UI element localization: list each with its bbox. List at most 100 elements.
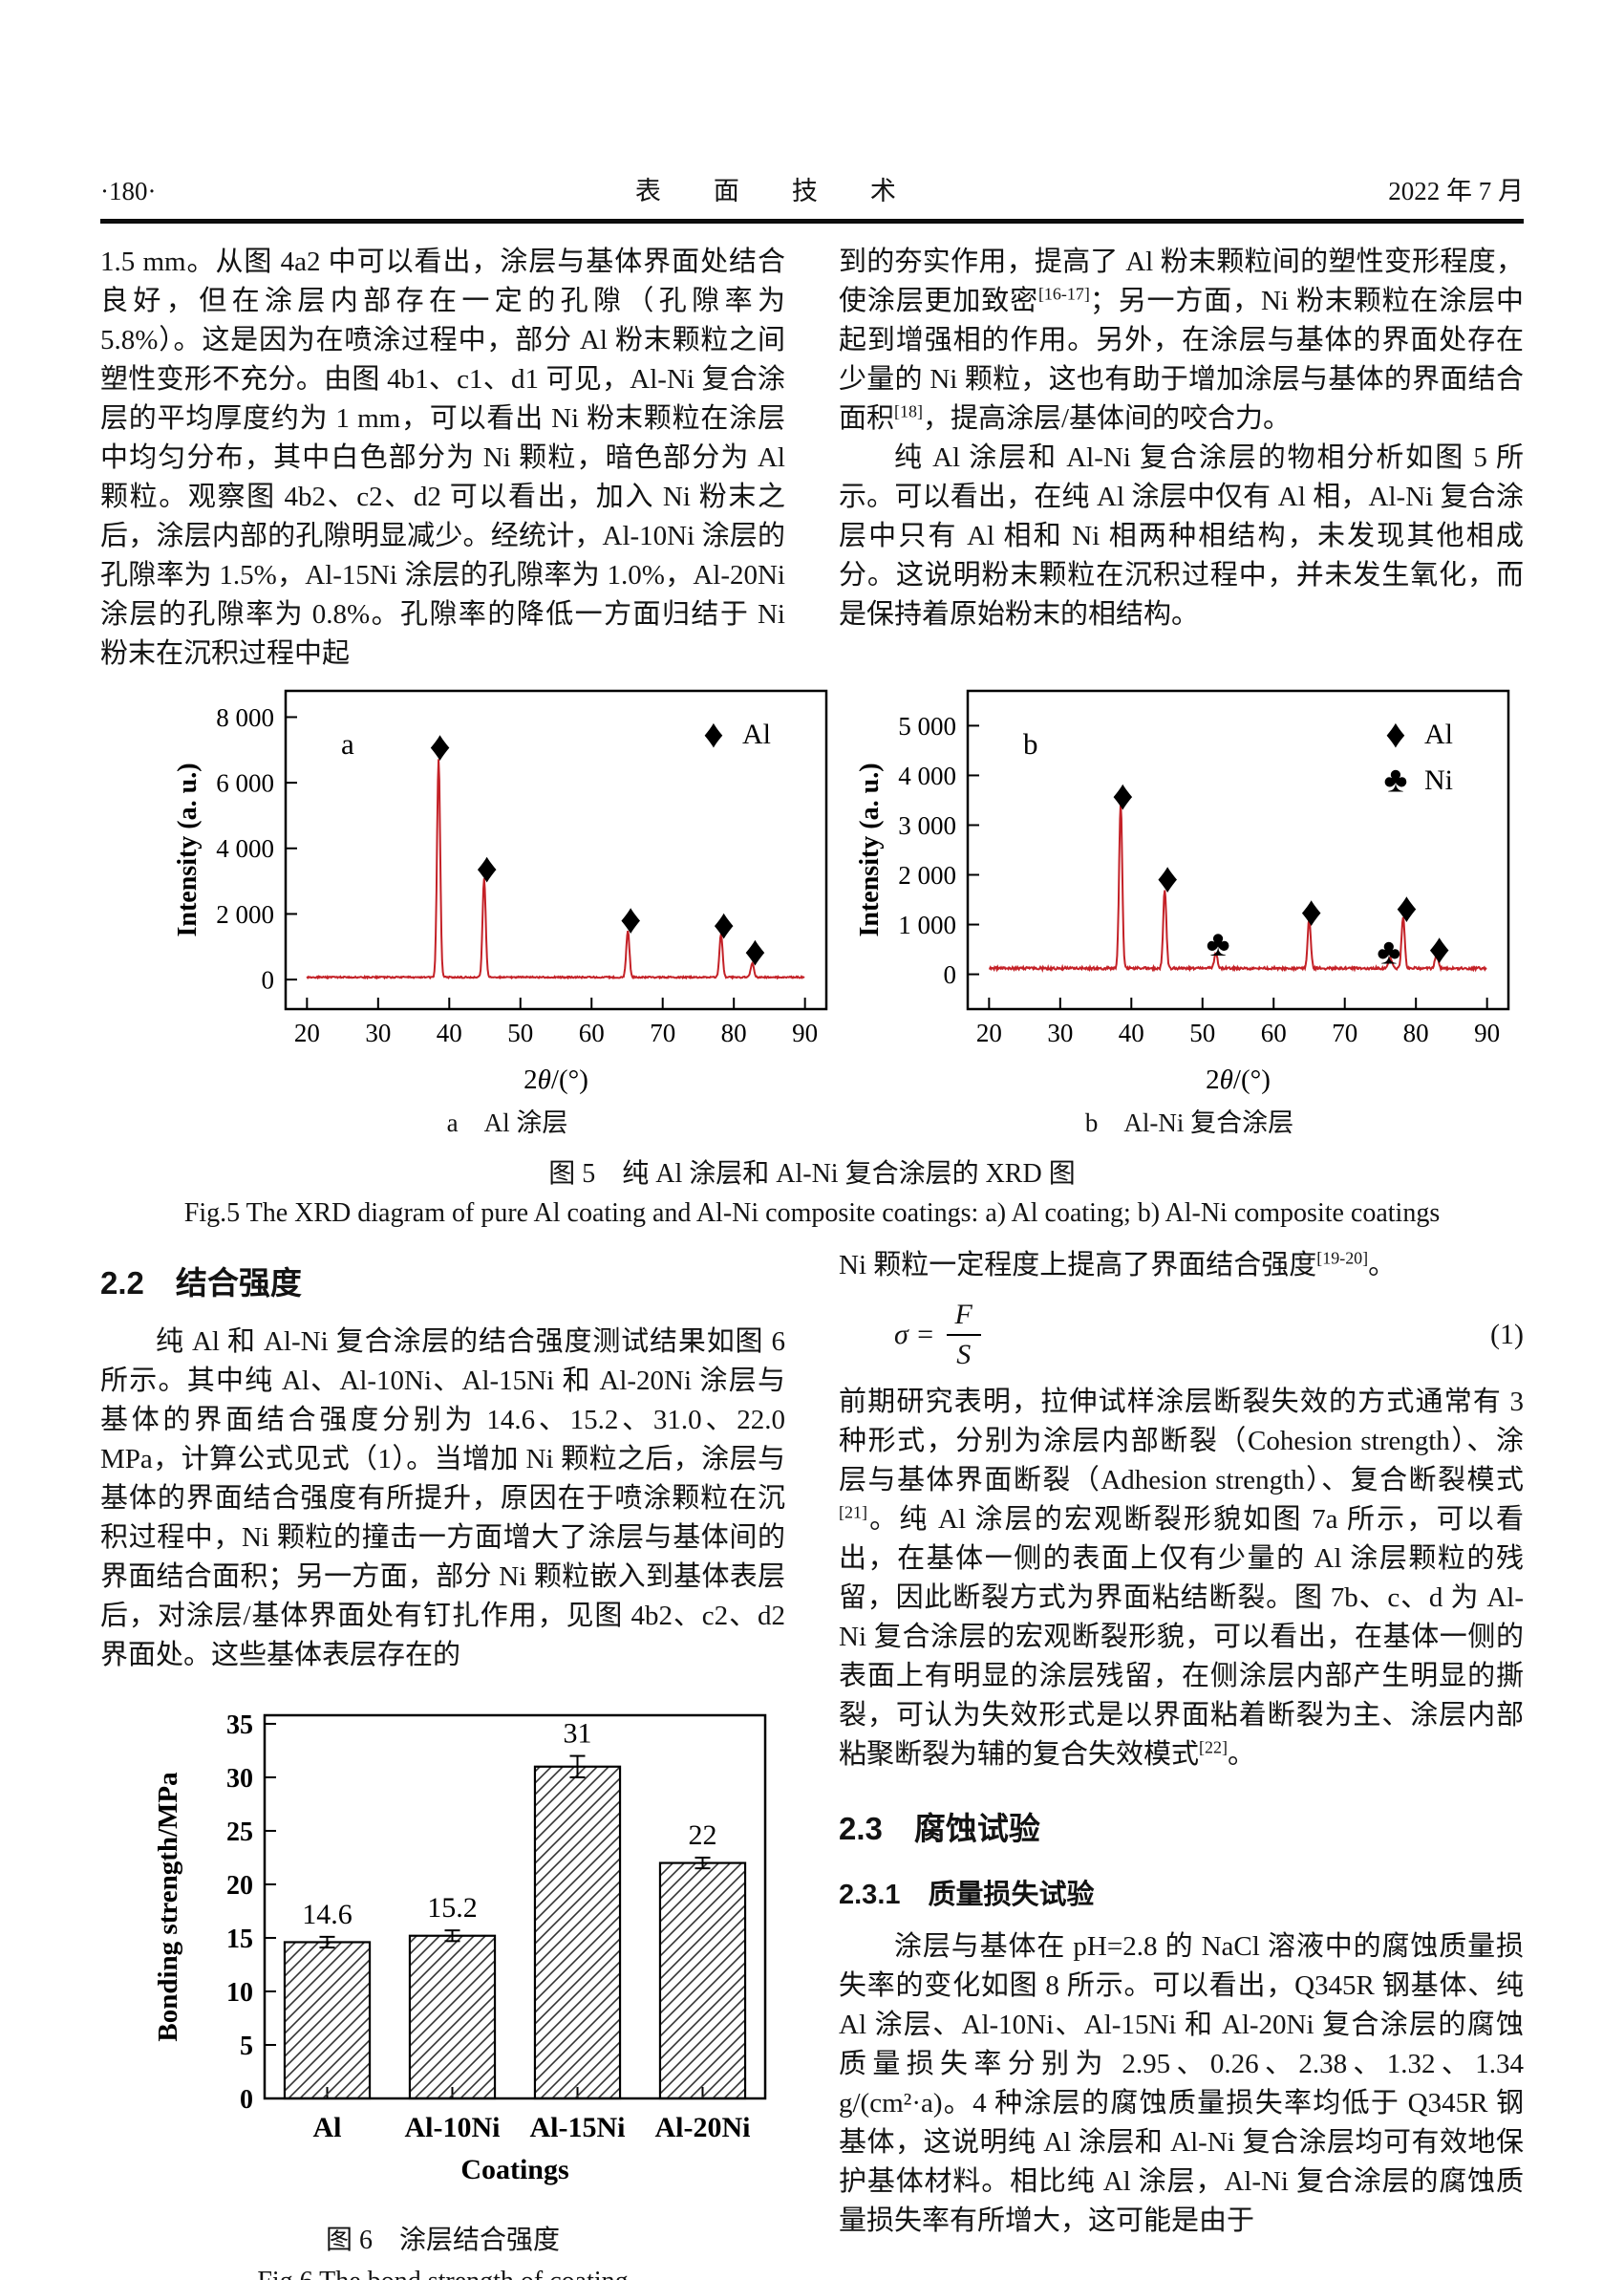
svg-text:3 000: 3 000 — [898, 811, 956, 840]
svg-text:8 000: 8 000 — [216, 703, 274, 732]
svg-text:Al: Al — [313, 2112, 342, 2143]
xrd-chart-a: 0 2 000 4 000 6 000 8 000 20 30 40 50 60 70 80 90 Int… — [173, 689, 828, 1095]
equation-number: (1) — [1490, 1319, 1524, 1350]
svg-text:4 000: 4 000 — [216, 834, 274, 863]
svg-text:Ni: Ni — [1424, 764, 1453, 796]
paragraph-bond-strength: 纯 Al 和 Al-Ni 复合涂层的结合强度测试结果如图 6 所示。其中纯 Al… — [100, 1326, 785, 1670]
left-column-top: 1.5 mm。从图 4a2 中可以看出，涂层与基体界面处结合良好，但在涂层内部存… — [100, 243, 785, 674]
svg-text:♦: ♦ — [1300, 888, 1321, 935]
svg-text:♦: ♦ — [477, 845, 498, 892]
svg-text:Al-15Ni: Al-15Ni — [530, 2112, 626, 2143]
left-column-bottom: 2.2 结合强度 纯 Al 和 Al-Ni 复合涂层的结合强度测试结果如图 6 … — [100, 1246, 785, 2280]
svg-text:70: 70 — [650, 1019, 675, 1047]
svg-text:6 000: 6 000 — [216, 769, 274, 798]
bond-strength-bar-chart: 0 5 10 15 20 25 30 35 14.6 Al 15.2 Al-10Ni 31 Al-15Ni… — [153, 1710, 767, 2185]
section-2-3-heading: 2.3 腐蚀试验 — [839, 1811, 1040, 1846]
svg-text:20: 20 — [294, 1019, 320, 1047]
svg-text:Al-10Ni: Al-10Ni — [405, 2112, 501, 2143]
svg-text:♦: ♦ — [714, 901, 735, 948]
header-rule — [100, 219, 1524, 224]
svg-text:15: 15 — [226, 1925, 253, 1954]
svg-text:25: 25 — [226, 1818, 253, 1847]
svg-text:50: 50 — [507, 1019, 533, 1047]
xrd-chart-b: 0 1 000 2 000 3 000 4 000 5 000 20 30 40 50 60 70 80… — [855, 689, 1510, 1095]
section-2-3-1-heading: 2.3.1 质量损失试验 — [839, 1880, 1095, 1910]
figure6-caption-en: Fig.6 The bond strength of coating — [100, 2267, 785, 2280]
svg-text:♦: ♦ — [703, 713, 723, 757]
figure5-caption-en: Fig.5 The XRD diagram of pure Al coating… — [183, 1198, 1441, 1228]
svg-text:80: 80 — [1403, 1019, 1429, 1047]
paragraph-ni-strength: Ni 颗粒一定程度上提高了界面结合强度[19-20]。 — [839, 1248, 1397, 1280]
right-column-bottom: Ni 颗粒一定程度上提高了界面结合强度[19-20]。 σ = F S (1) … — [839, 1246, 1524, 2280]
svg-text:35: 35 — [226, 1710, 253, 1740]
top-columns: 1.5 mm。从图 4a2 中可以看出，涂层与基体界面处结合良好，但在涂层内部存… — [100, 243, 1524, 674]
svg-text:♦: ♦ — [1157, 854, 1178, 901]
svg-text:60: 60 — [579, 1019, 605, 1047]
svg-text:Intensity (a. u.): Intensity (a. u.) — [173, 763, 203, 936]
svg-text:b: b — [1023, 727, 1038, 761]
svg-text:2 000: 2 000 — [216, 900, 274, 929]
svg-text:2 000: 2 000 — [898, 861, 956, 890]
svg-text:1 000: 1 000 — [898, 911, 956, 939]
paragraph-porosity: 1.5 mm。从图 4a2 中可以看出，涂层与基体界面处结合良好，但在涂层内部存… — [100, 247, 785, 669]
svg-text:♦: ♦ — [1429, 925, 1450, 972]
page-header: ·180· 表 面 技 术 2022 年 7 月 — [100, 170, 1524, 207]
xrd-chart-a-wrap: 0 2 000 4 000 6 000 8 000 20 30 40 50 60 70 80 90 Int… — [173, 679, 842, 1139]
figure6: 0 5 10 15 20 25 30 35 14.6 Al 15.2 Al-10Ni 31 Al-15Ni… — [100, 1688, 785, 2280]
svg-text:♣: ♣ — [1377, 932, 1400, 972]
svg-text:♦: ♦ — [744, 928, 765, 975]
svg-text:0: 0 — [240, 2085, 253, 2115]
svg-text:2θ/(°): 2θ/(°) — [524, 1065, 588, 1095]
svg-text:Bonding strength/MPa: Bonding strength/MPa — [153, 1772, 183, 2042]
issue-date: 2022 年 7 月 — [1388, 177, 1524, 205]
svg-text:20: 20 — [976, 1019, 1002, 1047]
svg-text:70: 70 — [1332, 1019, 1357, 1047]
svg-text:30: 30 — [226, 1764, 253, 1794]
svg-text:2θ/(°): 2θ/(°) — [1206, 1065, 1271, 1095]
svg-text:Coatings: Coatings — [460, 2154, 568, 2185]
svg-text:0: 0 — [944, 960, 957, 989]
formula-1: σ = F S (1) — [839, 1299, 1524, 1371]
page-number: ·180· — [100, 177, 157, 205]
svg-text:15.2: 15.2 — [427, 1892, 478, 1924]
svg-text:♦: ♦ — [620, 895, 641, 942]
svg-text:Al: Al — [742, 719, 771, 750]
svg-text:Al-20Ni: Al-20Ni — [655, 2112, 751, 2143]
paragraph-densify: 到的夯实作用，提高了 Al 粉末颗粒间的塑性变形程度，使涂层更加致密[16-17… — [839, 247, 1524, 434]
formula-lhs: σ = — [894, 1319, 935, 1350]
paragraph-fracture-modes: 前期研究表明，拉伸试样涂层断裂失效的方式通常有 3 种形式，分别为涂层内部断裂（… — [839, 1387, 1524, 1770]
svg-text:14.6: 14.6 — [302, 1899, 353, 1930]
figure5: 0 2 000 4 000 6 000 8 000 20 30 40 50 60 70 80 90 Int… — [100, 679, 1524, 1229]
formula-denominator: S — [956, 1339, 972, 1370]
svg-text:60: 60 — [1261, 1019, 1287, 1047]
paragraph-mass-loss: 涂层与基体在 pH=2.8 的 NaCl 溶液中的腐蚀质量损失率的变化如图 8 … — [839, 1931, 1524, 2236]
journal-title: 表 面 技 术 — [634, 177, 909, 205]
svg-text:90: 90 — [1474, 1019, 1500, 1047]
svg-text:20: 20 — [226, 1871, 253, 1901]
svg-text:♦: ♦ — [1385, 713, 1405, 757]
figure5-caption-zh: 图 5 纯 Al 涂层和 Al-Ni 复合涂层的 XRD 图 — [548, 1159, 1076, 1189]
svg-text:♦: ♦ — [429, 722, 450, 769]
bottom-columns: 2.2 结合强度 纯 Al 和 Al-Ni 复合涂层的结合强度测试结果如图 6 … — [100, 1246, 1524, 2280]
svg-text:5: 5 — [240, 2032, 253, 2061]
figure5-subcaption-b: b Al-Ni 复合涂层 — [1084, 1108, 1294, 1137]
svg-text:90: 90 — [792, 1019, 818, 1047]
svg-text:♣: ♣ — [1207, 924, 1230, 964]
section-2-2-heading: 2.2 结合强度 — [100, 1265, 302, 1301]
formula-fraction: F S — [946, 1299, 981, 1371]
svg-text:40: 40 — [437, 1019, 462, 1047]
svg-text:50: 50 — [1189, 1019, 1215, 1047]
svg-text:♦: ♦ — [1396, 885, 1417, 932]
svg-text:4 000: 4 000 — [898, 762, 956, 790]
formula-numerator: F — [946, 1299, 981, 1336]
xrd-chart-b-wrap: 0 1 000 2 000 3 000 4 000 5 000 20 30 40 50 60 70 80… — [855, 679, 1524, 1139]
svg-text:30: 30 — [365, 1019, 391, 1047]
paragraph-xrd-analysis: 纯 Al 涂层和 Al-Ni 复合涂层的物相分析如图 5 所示。可以看出，在纯 … — [839, 442, 1524, 630]
svg-text:♦: ♦ — [1112, 772, 1133, 819]
svg-text:Intensity (a. u.): Intensity (a. u.) — [855, 763, 885, 936]
svg-text:80: 80 — [721, 1019, 747, 1047]
svg-text:30: 30 — [1047, 1019, 1073, 1047]
svg-text:♣: ♣ — [1384, 761, 1408, 801]
figure6-caption-zh: 图 6 涂层结合强度 — [325, 2226, 560, 2255]
